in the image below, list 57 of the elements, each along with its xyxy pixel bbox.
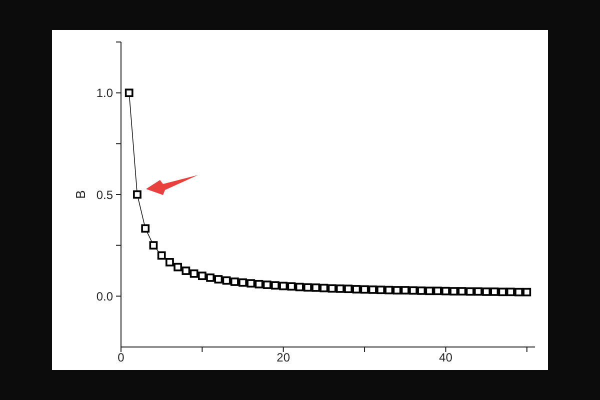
point — [166, 258, 174, 266]
point — [336, 284, 344, 293]
point — [174, 262, 182, 272]
point — [400, 286, 410, 294]
point — [320, 284, 328, 292]
point — [352, 285, 361, 294]
point — [271, 281, 280, 290]
point — [344, 284, 352, 294]
point — [190, 269, 198, 278]
point — [392, 286, 402, 294]
x-tick-label: 0 — [118, 350, 125, 365]
point — [304, 283, 312, 292]
point — [312, 283, 320, 292]
point — [262, 280, 272, 289]
x-tick-label: 20 — [276, 350, 290, 365]
x-tick-label: 40 — [439, 350, 453, 365]
point — [368, 285, 377, 294]
point — [442, 286, 450, 296]
point — [490, 287, 499, 296]
point — [506, 288, 515, 296]
point — [376, 286, 385, 294]
y-tick-label: 0.5 — [96, 188, 114, 202]
point — [230, 278, 239, 286]
point — [417, 286, 426, 295]
point — [474, 287, 482, 296]
point — [433, 286, 442, 296]
point — [254, 280, 264, 288]
point — [124, 88, 134, 98]
point — [360, 285, 369, 294]
point — [182, 266, 190, 275]
point — [133, 190, 142, 199]
y-axis-title: B — [72, 190, 88, 199]
point — [279, 282, 288, 290]
point — [425, 286, 434, 296]
point — [141, 224, 150, 233]
point — [450, 287, 458, 296]
point — [287, 282, 296, 291]
point — [498, 288, 507, 296]
point — [246, 279, 256, 288]
point — [514, 288, 523, 296]
point — [157, 251, 166, 260]
point — [214, 275, 223, 284]
point — [328, 284, 336, 293]
point — [222, 276, 231, 285]
point — [198, 272, 206, 280]
point — [522, 288, 532, 296]
point — [409, 286, 418, 295]
point — [295, 282, 304, 292]
point — [482, 287, 490, 296]
y-tick-label: 1.0 — [96, 86, 114, 100]
point — [458, 287, 466, 296]
point — [149, 241, 158, 250]
point — [466, 287, 474, 296]
y-tick-label: 0.0 — [96, 289, 114, 304]
point — [238, 278, 247, 287]
point — [206, 273, 214, 282]
point — [384, 286, 394, 294]
